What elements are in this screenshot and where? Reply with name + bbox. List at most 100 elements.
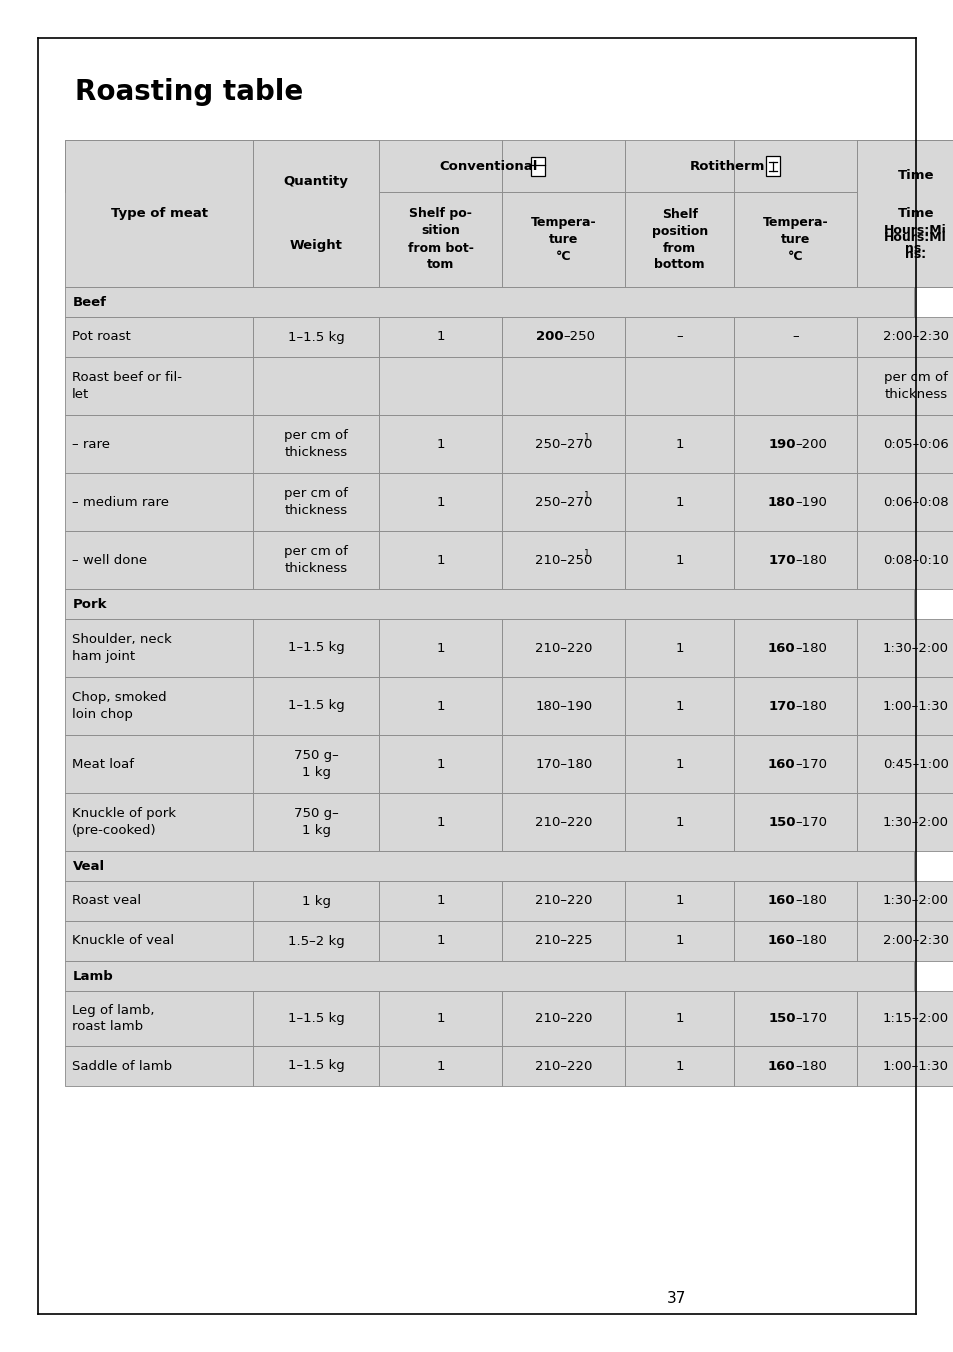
Text: 1–1.5 kg: 1–1.5 kg [288,1060,344,1072]
Text: 1:30–2:00: 1:30–2:00 [882,895,947,907]
Text: 1–1.5 kg: 1–1.5 kg [288,699,344,713]
Bar [624,677,733,735]
Text: Type of meat: Type of meat [111,207,208,220]
Bar [253,794,378,850]
Text: – well done: – well done [71,553,147,566]
Text: –180: –180 [795,934,826,948]
Bar [378,921,501,961]
Bar [501,619,624,677]
Text: 1: 1 [583,434,589,442]
Text: 250–270: 250–270 [535,438,592,450]
Text: 210–220: 210–220 [535,1060,592,1072]
Bar [733,991,856,1046]
Bar [856,141,953,287]
Text: Rotitherm: Rotitherm [689,160,764,173]
Text: 150: 150 [767,815,795,829]
Bar [501,794,624,850]
Text: 1: 1 [436,699,444,713]
Bar [378,677,501,735]
Text: 1: 1 [436,1013,444,1025]
Text: – medium rare: – medium rare [71,495,169,508]
Bar [856,677,953,735]
Bar [378,619,501,677]
Bar [624,141,733,192]
Bar [856,991,953,1046]
Text: –180: –180 [795,895,826,907]
Text: 1: 1 [675,553,683,566]
Text: 1:30–2:00: 1:30–2:00 [882,641,947,654]
Text: –200: –200 [795,438,826,450]
Bar [501,735,624,794]
Text: 1: 1 [436,934,444,948]
Bar [378,415,501,473]
Bar [65,141,253,287]
Bar [856,316,953,357]
Text: per cm of
thickness: per cm of thickness [284,429,348,458]
Bar [733,531,856,589]
Bar [856,735,953,794]
Text: Leg of lamb,
roast lamb: Leg of lamb, roast lamb [71,1003,154,1033]
Bar [624,921,733,961]
Text: 170–180: 170–180 [535,757,592,771]
Bar [501,192,624,287]
Text: Roast veal: Roast veal [71,895,141,907]
Text: Shelf po-
sition
from bot-
tom: Shelf po- sition from bot- tom [407,207,473,272]
Bar [65,619,253,677]
Text: 250–270: 250–270 [535,495,592,508]
Bar [624,473,733,531]
Text: 1–1.5 kg: 1–1.5 kg [288,641,344,654]
Text: 1: 1 [675,815,683,829]
Bar [501,415,624,473]
Bar [378,735,501,794]
Text: Hours:Mi
ns.: Hours:Mi ns. [883,224,946,254]
Text: Conventional: Conventional [438,160,537,173]
Text: 160: 160 [767,1060,795,1072]
Bar [378,531,501,589]
Bar [65,961,913,991]
Bar [501,473,624,531]
Text: Shoulder, neck
ham joint: Shoulder, neck ham joint [71,633,172,662]
Bar [733,357,856,415]
Text: 1: 1 [436,641,444,654]
Bar [253,141,378,287]
Text: Quantity: Quantity [284,174,349,188]
Bar [378,473,501,531]
Text: per cm of
thickness: per cm of thickness [284,545,348,575]
Text: –180: –180 [795,553,826,566]
Bar [624,882,733,921]
Text: Pot roast: Pot roast [71,330,131,343]
Bar [624,619,733,677]
Bar [733,619,856,677]
Bar [378,1046,501,1086]
Bar [253,531,378,589]
Bar [856,921,953,961]
Text: 160: 160 [767,895,795,907]
Bar [856,473,953,531]
Text: 1.5–2 kg: 1.5–2 kg [288,934,344,948]
Text: Weight: Weight [290,239,342,253]
Text: 2:00–2:30: 2:00–2:30 [882,934,947,948]
Bar [65,473,253,531]
Bar [65,415,253,473]
Bar [624,415,733,473]
Text: 0:45–1:00: 0:45–1:00 [882,757,947,771]
Bar [253,882,378,921]
Bar [501,882,624,921]
Text: –180: –180 [795,699,826,713]
Text: 0:08–0:10: 0:08–0:10 [882,553,947,566]
Bar [531,157,545,176]
Text: 210–220: 210–220 [535,895,592,907]
Bar [253,991,378,1046]
Bar [65,287,913,316]
Text: Tempera-
ture
°C: Tempera- ture °C [762,216,827,264]
Text: –250: –250 [563,330,596,343]
Text: 37: 37 [666,1291,686,1306]
Bar [856,415,953,473]
Bar [856,141,953,287]
Text: 2:00–2:30: 2:00–2:30 [882,330,947,343]
Text: 210–220: 210–220 [535,1013,592,1025]
Bar [733,473,856,531]
Text: Knuckle of veal: Knuckle of veal [71,934,174,948]
Bar [624,794,733,850]
Bar [501,677,624,735]
